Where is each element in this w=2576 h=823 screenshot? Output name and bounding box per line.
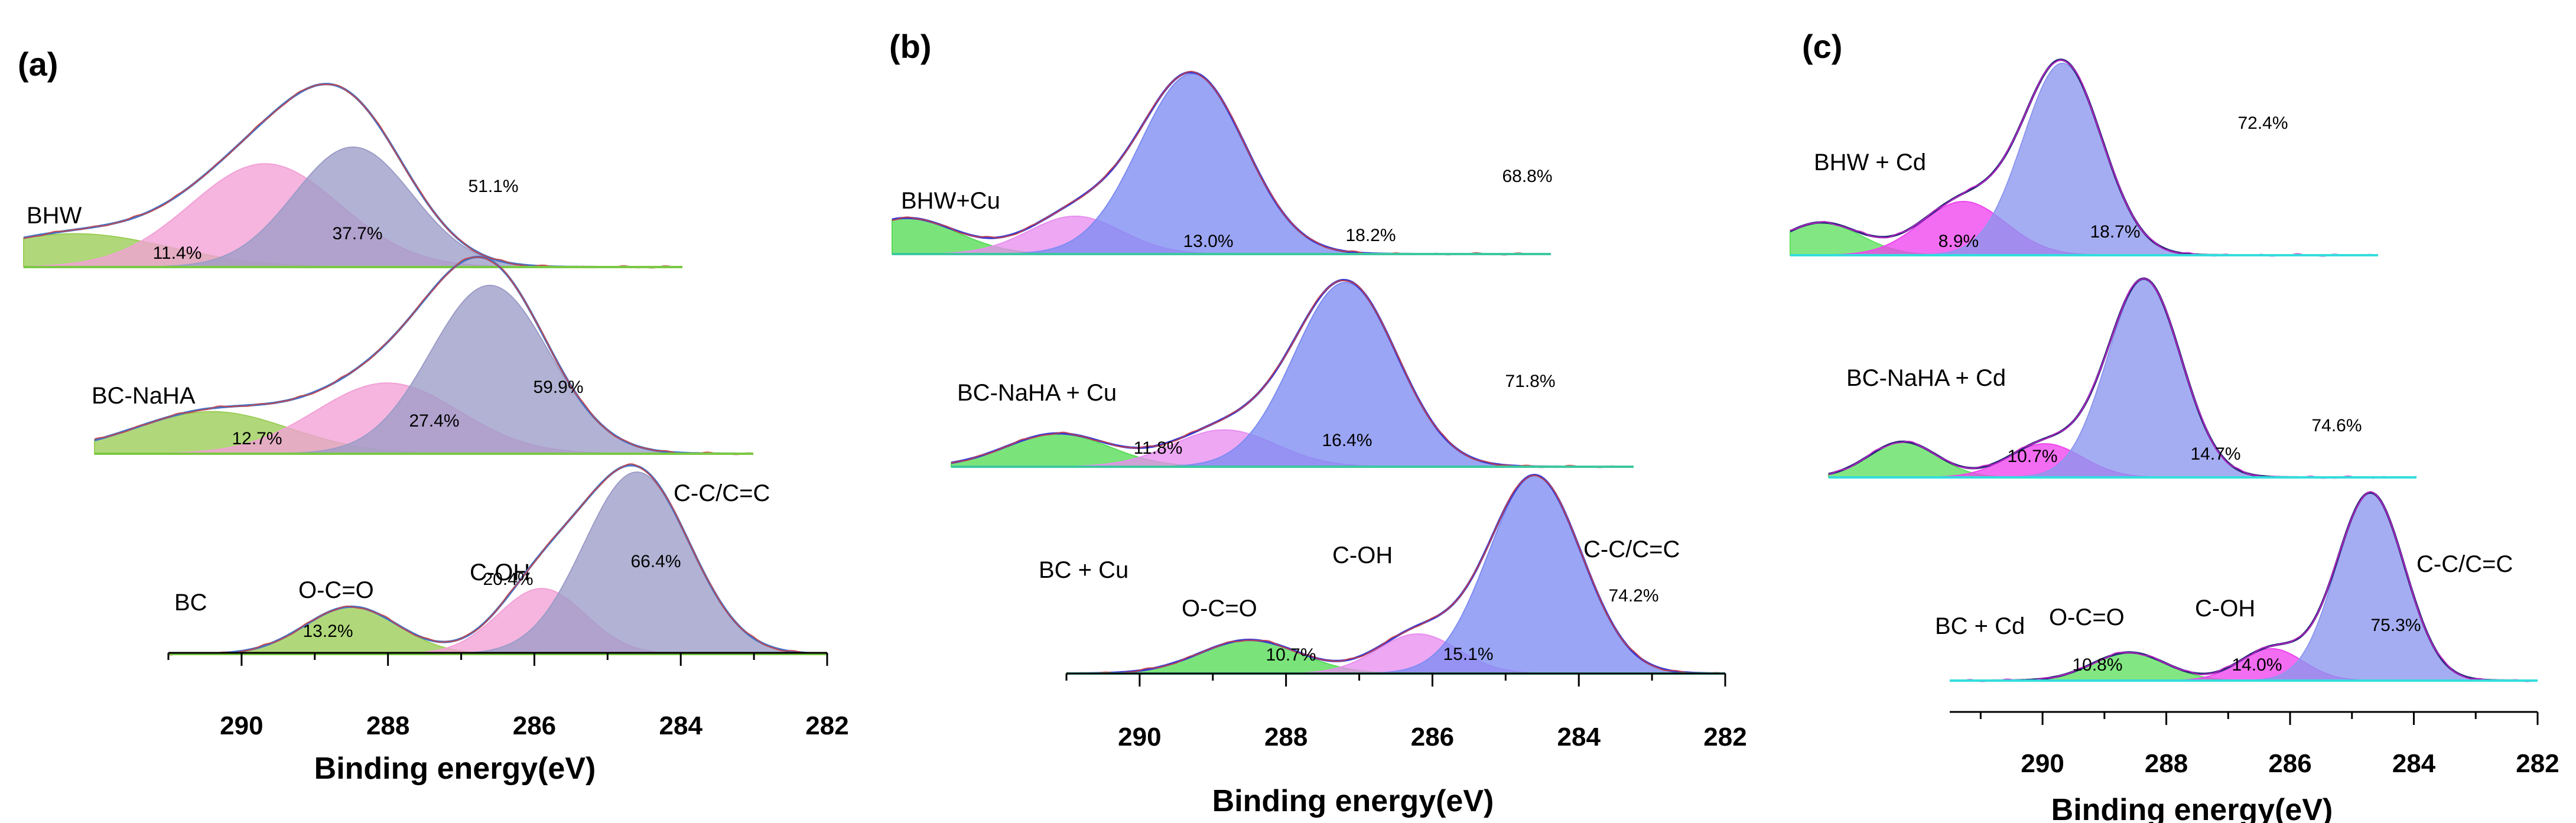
percent-label-3: 74.2% [1608, 586, 1658, 606]
sample-label-bc-naha: BC-NaHA [92, 383, 196, 409]
raw-data-line [1066, 474, 1726, 675]
x-axis: 290 288 286 284 282 [1065, 672, 1747, 752]
x-axis-title-b: Binding energy(eV) [1212, 784, 1494, 818]
percent-label-2: 18.2% [1345, 226, 1396, 245]
sample-label-bhw-cu: BHW+Cu [901, 188, 1000, 214]
x-tick-label: 286 [513, 711, 556, 740]
percent-label-2: 14.7% [2190, 444, 2240, 464]
spectrum-1: 11.8% 16.4% 71.8% [951, 278, 1634, 469]
panel-a: (a) BHW BC-NaHA BC O-C=O C-OH C-C/C=C Bi… [18, 45, 849, 786]
percent-label-3: 68.8% [1502, 167, 1552, 186]
x-tick-label: 288 [366, 711, 409, 740]
x-tick-label: 286 [2268, 749, 2311, 778]
percent-label-3: 72.4% [2237, 113, 2288, 133]
x-tick-label: 288 [1264, 723, 1307, 752]
sample-label-bhw: BHW [27, 203, 82, 229]
spectrum-0: 11.4% 37.7% 51.1% [23, 83, 683, 269]
percent-label-2: 37.7% [332, 224, 382, 243]
percent-label-1: 10.8% [2072, 655, 2122, 675]
peak-label-cc: C-C/C=C [674, 480, 770, 506]
percent-label-1: 10.7% [1266, 645, 1316, 665]
fit-envelope [1950, 491, 2538, 682]
panel-label-c: (c) [1802, 28, 1842, 65]
percent-label-3: 71.8% [1505, 372, 1555, 391]
sample-label-bc-cd: BC + Cd [1935, 613, 2025, 639]
sample-label-bc-naha-cd: BC-NaHA + Cd [1846, 365, 2006, 391]
panel-label-a: (a) [18, 45, 58, 83]
peak-label-coh: C-OH [1332, 542, 1393, 568]
percent-label-1: 13.2% [303, 622, 353, 641]
spectrum-2: 13.2% 20.4% 66.4% [168, 463, 828, 656]
percent-label-1: 12.7% [232, 429, 282, 448]
x-tick-label: 286 [1411, 723, 1454, 752]
x-tick-label: 290 [1118, 723, 1161, 752]
percent-label-3: 59.9% [533, 378, 583, 397]
peak-area-3 [1950, 492, 2538, 681]
spectrum-2: 10.7% 15.1% 74.2% [1066, 474, 1726, 675]
x-tick-label: 282 [805, 711, 848, 740]
percent-label-2: 14.0% [2232, 655, 2282, 675]
raw-data-line [1949, 491, 2538, 682]
peak-label-cc: C-C/C=C [2416, 551, 2513, 577]
percent-label-3: 66.4% [630, 552, 681, 571]
percent-label-1: 10.7% [2007, 447, 2057, 466]
x-tick-label: 282 [1703, 723, 1746, 752]
percent-label-2: 18.7% [2090, 222, 2140, 242]
spectrum-1: 10.7% 14.7% 74.6% [1828, 277, 2417, 479]
percent-label-3: 75.3% [2370, 616, 2421, 635]
x-tick-label: 290 [220, 711, 263, 740]
x-axis-title-a: Binding energy(eV) [314, 752, 596, 786]
percent-label-1: 8.9% [1938, 232, 1979, 251]
x-tick-label: 288 [2145, 749, 2188, 778]
raw-data-line [168, 463, 828, 656]
x-axis: 290 288 286 284 282 [167, 652, 849, 740]
peak-label-ocdo: O-C=O [1182, 596, 1257, 622]
percent-label-1: 13.0% [1183, 232, 1233, 251]
percent-label-3: 74.6% [2311, 416, 2362, 435]
x-tick-label: 282 [2516, 749, 2559, 778]
percent-label-2: 16.4% [1322, 431, 1372, 450]
peak-label-coh: C-OH [2195, 596, 2255, 622]
x-tick-label: 284 [2392, 749, 2436, 778]
percent-label-2: 15.1% [1443, 645, 1493, 664]
panel-b: (b) BHW+Cu BC-NaHA + Cu BC + Cu O-C=O C-… [889, 28, 1747, 818]
peak-label-ocdo: O-C=O [298, 577, 374, 603]
x-tick-label: 284 [1557, 723, 1601, 752]
percent-label-3: 51.1% [468, 177, 518, 196]
spectrum-0: 8.9% 18.7% 72.4% [1790, 58, 2379, 257]
spectrum-2: 10.8% 14.0% 75.3% [1949, 491, 2538, 682]
raw-data-line [94, 256, 754, 456]
panel-label-b: (b) [889, 28, 932, 65]
sample-label-bc: BC [174, 590, 207, 616]
sample-label-bhw-cd: BHW + Cd [1814, 149, 1926, 175]
x-tick-label: 290 [2021, 749, 2064, 778]
percent-label-2: 27.4% [409, 411, 459, 431]
panel-c: (c) BHW + Cd BC-NaHA + Cd BC + Cd O-C=O … [1790, 28, 2559, 823]
spectrum-1: 12.7% 27.4% 59.9% [94, 255, 754, 456]
x-axis-title-c: Binding energy(eV) [2051, 793, 2333, 823]
percent-label-2: 20.4% [483, 570, 533, 589]
peak-label-ocdo: O-C=O [2049, 604, 2125, 630]
peak-label-cc: C-C/C=C [1583, 536, 1680, 562]
sample-label-bc-cu: BC + Cu [1039, 557, 1128, 583]
percent-label-1: 11.4% [153, 243, 202, 263]
x-tick-label: 284 [659, 711, 703, 740]
percent-label-1: 11.8% [1134, 438, 1183, 458]
x-axis: 290 288 286 284 282 [1950, 711, 2559, 778]
spectrum-0: 13.0% 18.2% 68.8% [892, 70, 1553, 256]
sample-label-bc-naha-cu: BC-NaHA + Cu [957, 380, 1117, 406]
